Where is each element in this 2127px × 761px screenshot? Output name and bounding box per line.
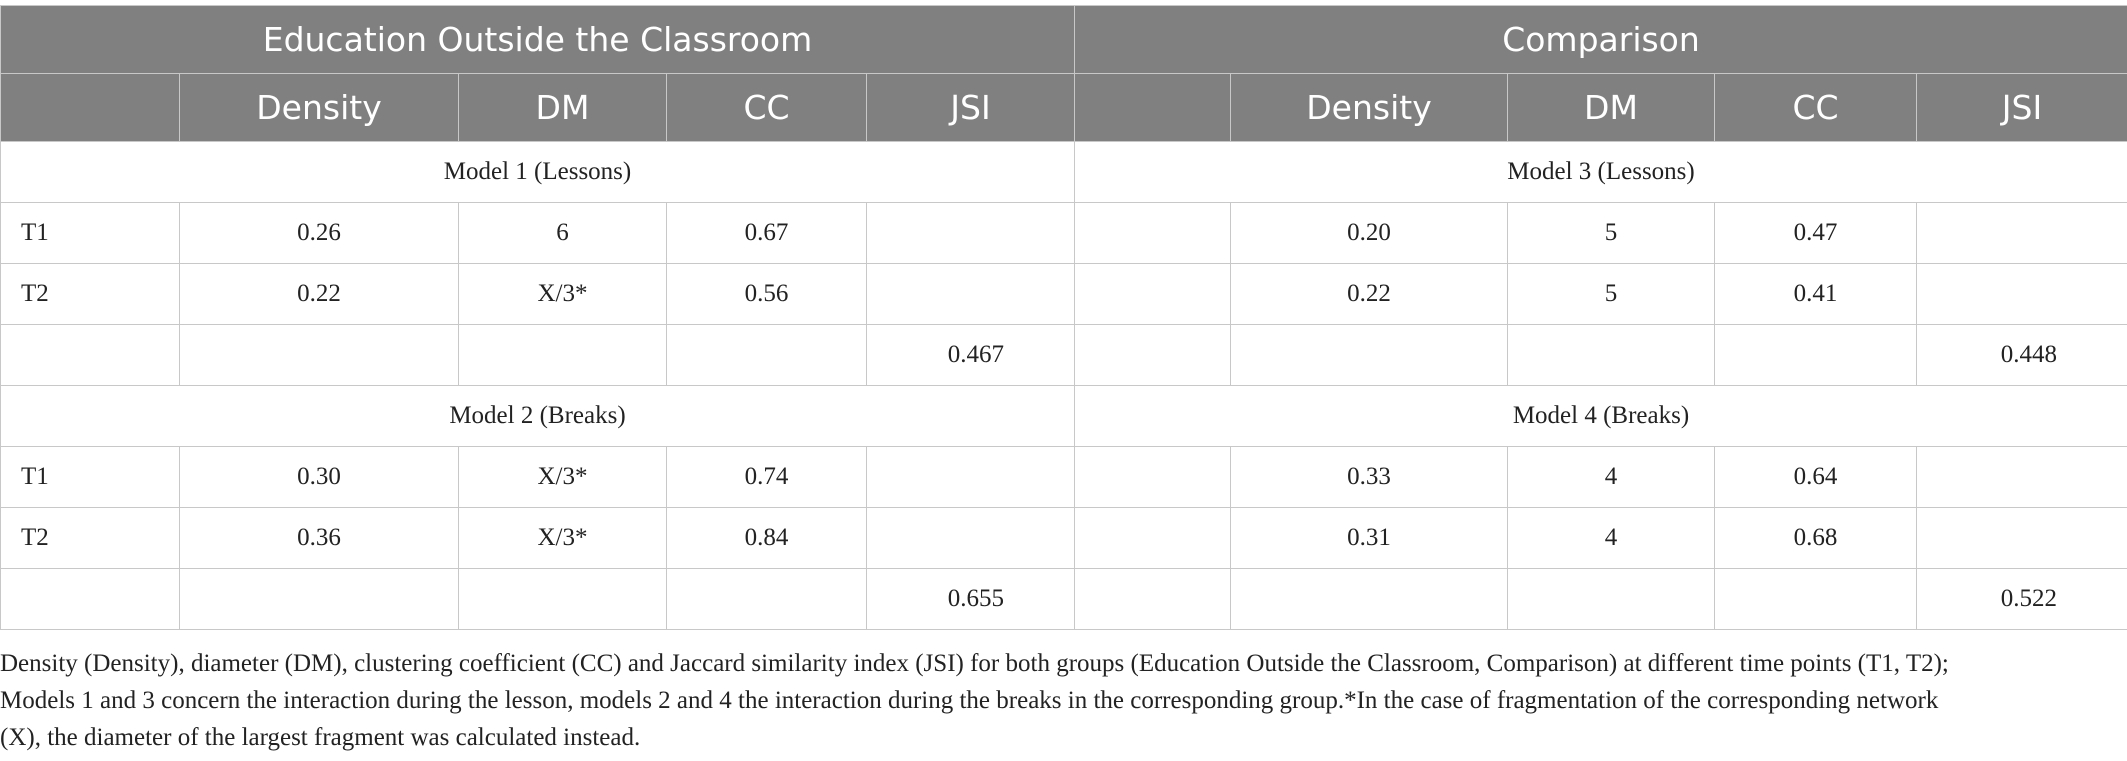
density-cell: [1230, 568, 1508, 630]
dm-cell: 5: [1507, 263, 1715, 325]
column-header-row: Density DM CC JSI Density DM CC JSI: [0, 73, 2127, 142]
table-row: T1 0.26 6 0.67 0.20 5 0.47: [0, 202, 2127, 264]
column-header-dm: DM: [458, 73, 667, 142]
jsi-cell: [1916, 202, 2127, 264]
density-cell: [179, 324, 459, 386]
time-point-cell: T1: [0, 446, 180, 508]
jsi-cell: [866, 507, 1075, 569]
column-header-jsi: JSI: [1916, 73, 2127, 142]
dm-cell: [1507, 324, 1715, 386]
caption-line: Models 1 and 3 concern the interaction d…: [0, 687, 1939, 714]
model-title: Model 1 (Lessons): [0, 141, 1075, 203]
cc-cell: 0.84: [666, 507, 867, 569]
table-row: 0.655 0.522: [0, 568, 2127, 630]
density-cell: 0.33: [1230, 446, 1508, 508]
group-header-eoc: Education Outside the Classroom: [0, 5, 1075, 74]
time-point-cell: [0, 568, 180, 630]
model-title: Model 3 (Lessons): [1074, 141, 2127, 203]
caption-line: (X), the diameter of the largest fragmen…: [0, 724, 641, 751]
dm-cell: X/3*: [458, 507, 667, 569]
group-header-row: Education Outside the Classroom Comparis…: [0, 5, 2127, 74]
table-caption: Density (Density), diameter (DM), cluste…: [0, 645, 2120, 756]
column-header-cc: CC: [1714, 73, 1917, 142]
time-point-cell: T1: [0, 202, 180, 264]
column-header-cc: CC: [666, 73, 867, 142]
density-cell: [1230, 324, 1508, 386]
time-point-cell: [1074, 568, 1231, 630]
cc-cell: 0.41: [1714, 263, 1917, 325]
density-cell: 0.30: [179, 446, 459, 508]
density-cell: 0.22: [1230, 263, 1508, 325]
dm-cell: [1507, 568, 1715, 630]
dm-cell: [458, 568, 667, 630]
jsi-cell: 0.467: [866, 324, 1075, 386]
cc-cell: [666, 568, 867, 630]
time-point-cell: [1074, 202, 1231, 264]
column-header-jsi: JSI: [866, 73, 1075, 142]
table-row: T1 0.30 X/3* 0.74 0.33 4 0.64: [0, 446, 2127, 508]
jsi-cell: [1916, 263, 2127, 325]
column-header-density: Density: [1230, 73, 1508, 142]
dm-cell: 6: [458, 202, 667, 264]
density-cell: 0.26: [179, 202, 459, 264]
jsi-cell: 0.448: [1916, 324, 2127, 386]
dm-cell: 5: [1507, 202, 1715, 264]
dm-cell: [458, 324, 667, 386]
cc-cell: 0.64: [1714, 446, 1917, 508]
jsi-cell: [1916, 446, 2127, 508]
column-header: [0, 73, 180, 142]
jsi-cell: [866, 446, 1075, 508]
table-row: T2 0.22 X/3* 0.56 0.22 5 0.41: [0, 263, 2127, 325]
time-point-cell: [0, 324, 180, 386]
dm-cell: X/3*: [458, 263, 667, 325]
time-point-cell: [1074, 446, 1231, 508]
dm-cell: X/3*: [458, 446, 667, 508]
model-title-row: Model 2 (Breaks) Model 4 (Breaks): [0, 385, 2127, 447]
column-header-dm: DM: [1507, 73, 1715, 142]
model-title-row: Model 1 (Lessons) Model 3 (Lessons): [0, 141, 2127, 203]
cc-cell: 0.74: [666, 446, 867, 508]
table-row: 0.467 0.448: [0, 324, 2127, 386]
time-point-cell: T2: [0, 507, 180, 569]
jsi-cell: [866, 263, 1075, 325]
time-point-cell: [1074, 263, 1231, 325]
density-cell: 0.31: [1230, 507, 1508, 569]
table-row: T2 0.36 X/3* 0.84 0.31 4 0.68: [0, 507, 2127, 569]
cc-cell: [1714, 568, 1917, 630]
cc-cell: [666, 324, 867, 386]
cc-cell: 0.47: [1714, 202, 1917, 264]
caption-line: Density (Density), diameter (DM), cluste…: [0, 650, 1949, 677]
cc-cell: 0.56: [666, 263, 867, 325]
model-title: Model 2 (Breaks): [0, 385, 1075, 447]
cc-cell: 0.67: [666, 202, 867, 264]
dm-cell: 4: [1507, 507, 1715, 569]
jsi-cell: 0.655: [866, 568, 1075, 630]
jsi-cell: [866, 202, 1075, 264]
group-header-comparison: Comparison: [1074, 5, 2127, 74]
density-cell: 0.20: [1230, 202, 1508, 264]
table-body: Model 1 (Lessons) Model 3 (Lessons) T1 0…: [0, 141, 2127, 630]
density-cell: 0.22: [179, 263, 459, 325]
cc-cell: [1714, 324, 1917, 386]
time-point-cell: [1074, 324, 1231, 386]
time-point-cell: T2: [0, 263, 180, 325]
model-title: Model 4 (Breaks): [1074, 385, 2127, 447]
jsi-cell: [1916, 507, 2127, 569]
cc-cell: 0.68: [1714, 507, 1917, 569]
column-header: [1074, 73, 1231, 142]
density-cell: 0.36: [179, 507, 459, 569]
column-header-density: Density: [179, 73, 459, 142]
dm-cell: 4: [1507, 446, 1715, 508]
network-metrics-table: Education Outside the Classroom Comparis…: [0, 5, 2127, 630]
jsi-cell: 0.522: [1916, 568, 2127, 630]
density-cell: [179, 568, 459, 630]
time-point-cell: [1074, 507, 1231, 569]
